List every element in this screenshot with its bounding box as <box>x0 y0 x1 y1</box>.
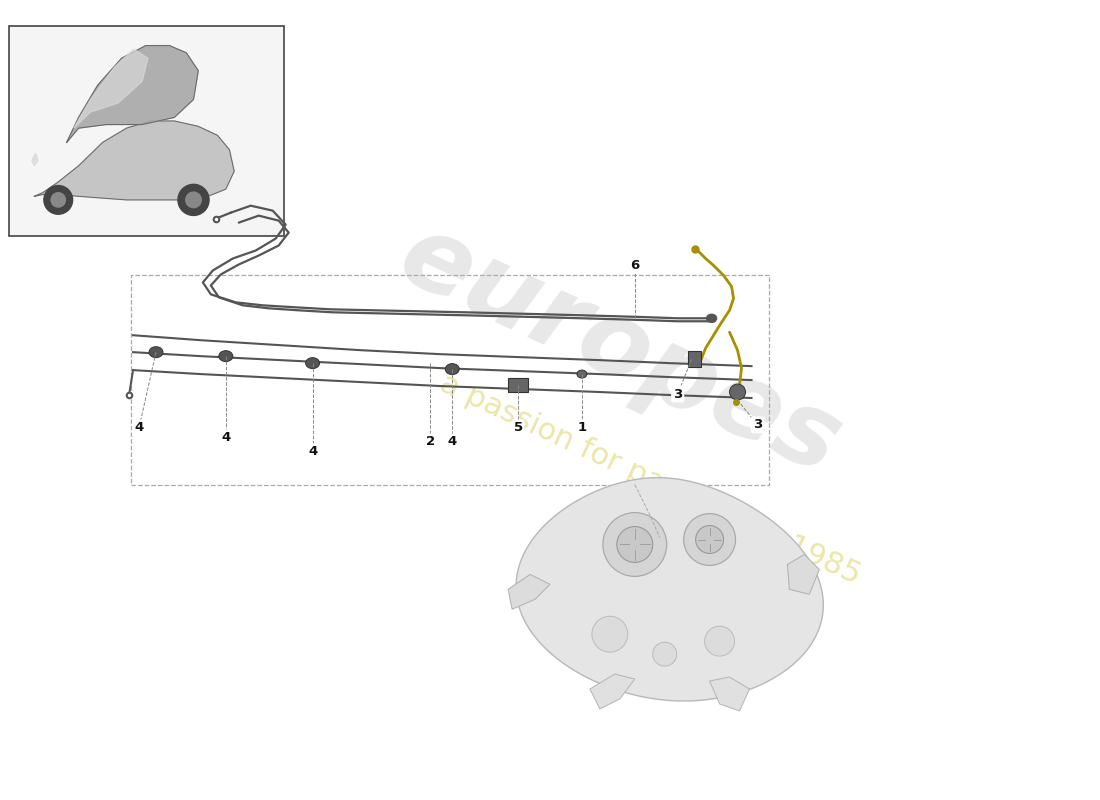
Text: 2: 2 <box>426 435 434 448</box>
Polygon shape <box>67 46 198 142</box>
Circle shape <box>603 513 667 576</box>
Polygon shape <box>74 50 148 128</box>
Text: a passion for parts since 1985: a passion for parts since 1985 <box>434 369 865 590</box>
Polygon shape <box>32 154 37 166</box>
Ellipse shape <box>706 314 716 322</box>
Circle shape <box>705 626 735 656</box>
Bar <box>10 26 284 235</box>
Circle shape <box>729 384 746 400</box>
Text: 3: 3 <box>752 418 762 431</box>
Circle shape <box>592 616 628 652</box>
Polygon shape <box>590 674 635 709</box>
Bar <box>508 378 528 392</box>
Text: 4: 4 <box>134 422 144 434</box>
Bar <box>131 275 769 485</box>
Text: 6: 6 <box>630 259 639 272</box>
Circle shape <box>684 514 736 566</box>
Text: 4: 4 <box>308 446 317 458</box>
Polygon shape <box>508 574 550 610</box>
Circle shape <box>695 526 724 554</box>
Polygon shape <box>516 478 823 701</box>
Text: 1: 1 <box>578 422 586 434</box>
Circle shape <box>178 184 209 215</box>
Text: 3: 3 <box>673 387 682 401</box>
Ellipse shape <box>306 358 320 369</box>
Ellipse shape <box>576 370 587 378</box>
Polygon shape <box>34 121 234 200</box>
Text: 5: 5 <box>514 422 522 434</box>
Circle shape <box>617 526 652 562</box>
Bar <box>688 351 701 367</box>
Text: 4: 4 <box>448 435 456 448</box>
Ellipse shape <box>219 350 233 362</box>
Polygon shape <box>788 554 820 594</box>
Polygon shape <box>710 677 749 711</box>
Circle shape <box>652 642 676 666</box>
Text: europes: europes <box>383 204 856 496</box>
Ellipse shape <box>148 346 163 358</box>
Text: 4: 4 <box>221 431 230 444</box>
Circle shape <box>44 186 73 214</box>
Circle shape <box>51 193 65 207</box>
Circle shape <box>186 192 201 208</box>
Ellipse shape <box>446 364 459 374</box>
